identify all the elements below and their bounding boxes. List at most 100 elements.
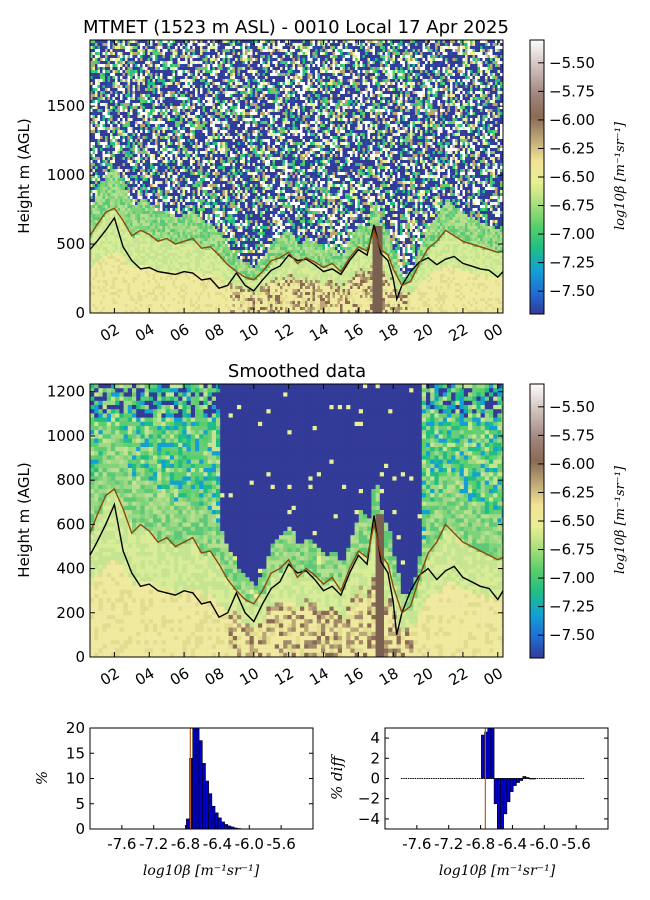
heatmap-cell [185, 70, 188, 73]
heatmap-cell [173, 193, 176, 196]
heatmap-cell [218, 166, 221, 169]
heatmap-cell [170, 52, 173, 55]
heatmap-cell [148, 100, 151, 103]
heatmap-cell [165, 148, 168, 151]
heatmap-cell [180, 172, 183, 175]
heatmap-cell [150, 286, 153, 289]
heatmap-cell [100, 97, 103, 100]
heatmap-cell [218, 295, 221, 298]
heatmap-cell [135, 187, 138, 190]
heatmap-cell [143, 127, 146, 130]
heatmap-cell [133, 133, 136, 136]
heatmap-cell [125, 193, 128, 196]
heatmap-cell [165, 118, 168, 121]
heatmap-cell [120, 229, 123, 232]
heatmap-cell [108, 154, 111, 157]
heatmap-cell [148, 178, 151, 181]
heatmap-cell [95, 64, 98, 67]
heatmap-cell [163, 133, 166, 136]
heatmap-cell [120, 250, 123, 253]
heatmap-cell [133, 82, 136, 85]
heatmap-cell [163, 172, 166, 175]
heatmap-cell [93, 115, 96, 118]
heatmap-cell [165, 76, 168, 79]
heatmap-cell [193, 205, 196, 208]
heatmap-cell [143, 304, 146, 307]
heatmap-cell [175, 151, 178, 154]
heatmap-cell [140, 151, 143, 154]
heatmap-cell [158, 178, 161, 181]
heatmap-cell [165, 67, 168, 70]
heatmap-cell [108, 274, 111, 277]
heatmap-cell [105, 157, 108, 160]
heatmap-cell [208, 175, 211, 178]
heatmap-cell [118, 52, 121, 55]
heatmap-cell [158, 199, 161, 202]
heatmap-cell [188, 67, 191, 70]
heatmap-cell [130, 109, 133, 112]
heatmap-cell [125, 259, 128, 262]
heatmap-cell [110, 205, 113, 208]
heatmap-cell [133, 238, 136, 241]
heatmap-cell [188, 118, 191, 121]
heatmap-cell [133, 199, 136, 202]
heatmap-cell [193, 262, 196, 265]
heatmap-cell [220, 97, 223, 100]
heatmap-cell [173, 58, 176, 61]
heatmap-cell [145, 169, 148, 172]
heatmap-cell [118, 118, 121, 121]
heatmap-cell [185, 136, 188, 139]
heatmap-cell [115, 172, 118, 175]
heatmap-cell [148, 283, 151, 286]
heatmap-cell [150, 163, 153, 166]
heatmap-cell [210, 70, 213, 73]
heatmap-cell [130, 253, 133, 256]
heatmap-cell [158, 94, 161, 97]
heatmap-cell [153, 256, 156, 259]
heatmap-cell [195, 79, 198, 82]
heatmap-cell [200, 178, 203, 181]
heatmap-cell [195, 178, 198, 181]
heatmap-cell [108, 67, 111, 70]
heatmap-cell [225, 217, 228, 220]
heatmap-cell [110, 64, 113, 67]
heatmap-cell [193, 169, 196, 172]
heatmap-cell [145, 106, 148, 109]
heatmap-cell [215, 157, 218, 160]
heatmap-cell [218, 157, 221, 160]
heatmap-cell [210, 52, 213, 55]
heatmap-cell [203, 127, 206, 130]
heatmap-cell [168, 151, 171, 154]
heatmap-cell [125, 181, 128, 184]
heatmap-cell [115, 112, 118, 115]
heatmap-cell [130, 154, 133, 157]
heatmap-cell [190, 157, 193, 160]
heatmap-cell [190, 265, 193, 268]
heatmap-cell [210, 76, 213, 79]
heatmap-cell [130, 166, 133, 169]
heatmap-cell [208, 193, 211, 196]
heatmap-cell [128, 67, 131, 70]
heatmap-cell [93, 292, 96, 295]
heatmap-cell [183, 172, 186, 175]
heatmap-cell [173, 112, 176, 115]
heatmap-cell [205, 61, 208, 64]
heatmap-cell [195, 97, 198, 100]
heatmap-cell [125, 304, 128, 307]
heatmap-cell [110, 214, 113, 217]
heatmap-cell [135, 214, 138, 217]
heatmap-cell [118, 136, 121, 139]
heatmap-cell [98, 151, 101, 154]
heatmap-cell [130, 238, 133, 241]
heatmap-cell [175, 133, 178, 136]
heatmap-cell [173, 307, 176, 310]
heatmap-cell [198, 289, 201, 292]
heatmap-cell [98, 169, 101, 172]
heatmap-cell [143, 238, 146, 241]
heatmap-cell [95, 58, 98, 61]
heatmap-cell [200, 109, 203, 112]
heatmap-cell [210, 178, 213, 181]
heatmap-cell [105, 223, 108, 226]
heatmap-cell [105, 103, 108, 106]
heatmap-cell [160, 259, 163, 262]
